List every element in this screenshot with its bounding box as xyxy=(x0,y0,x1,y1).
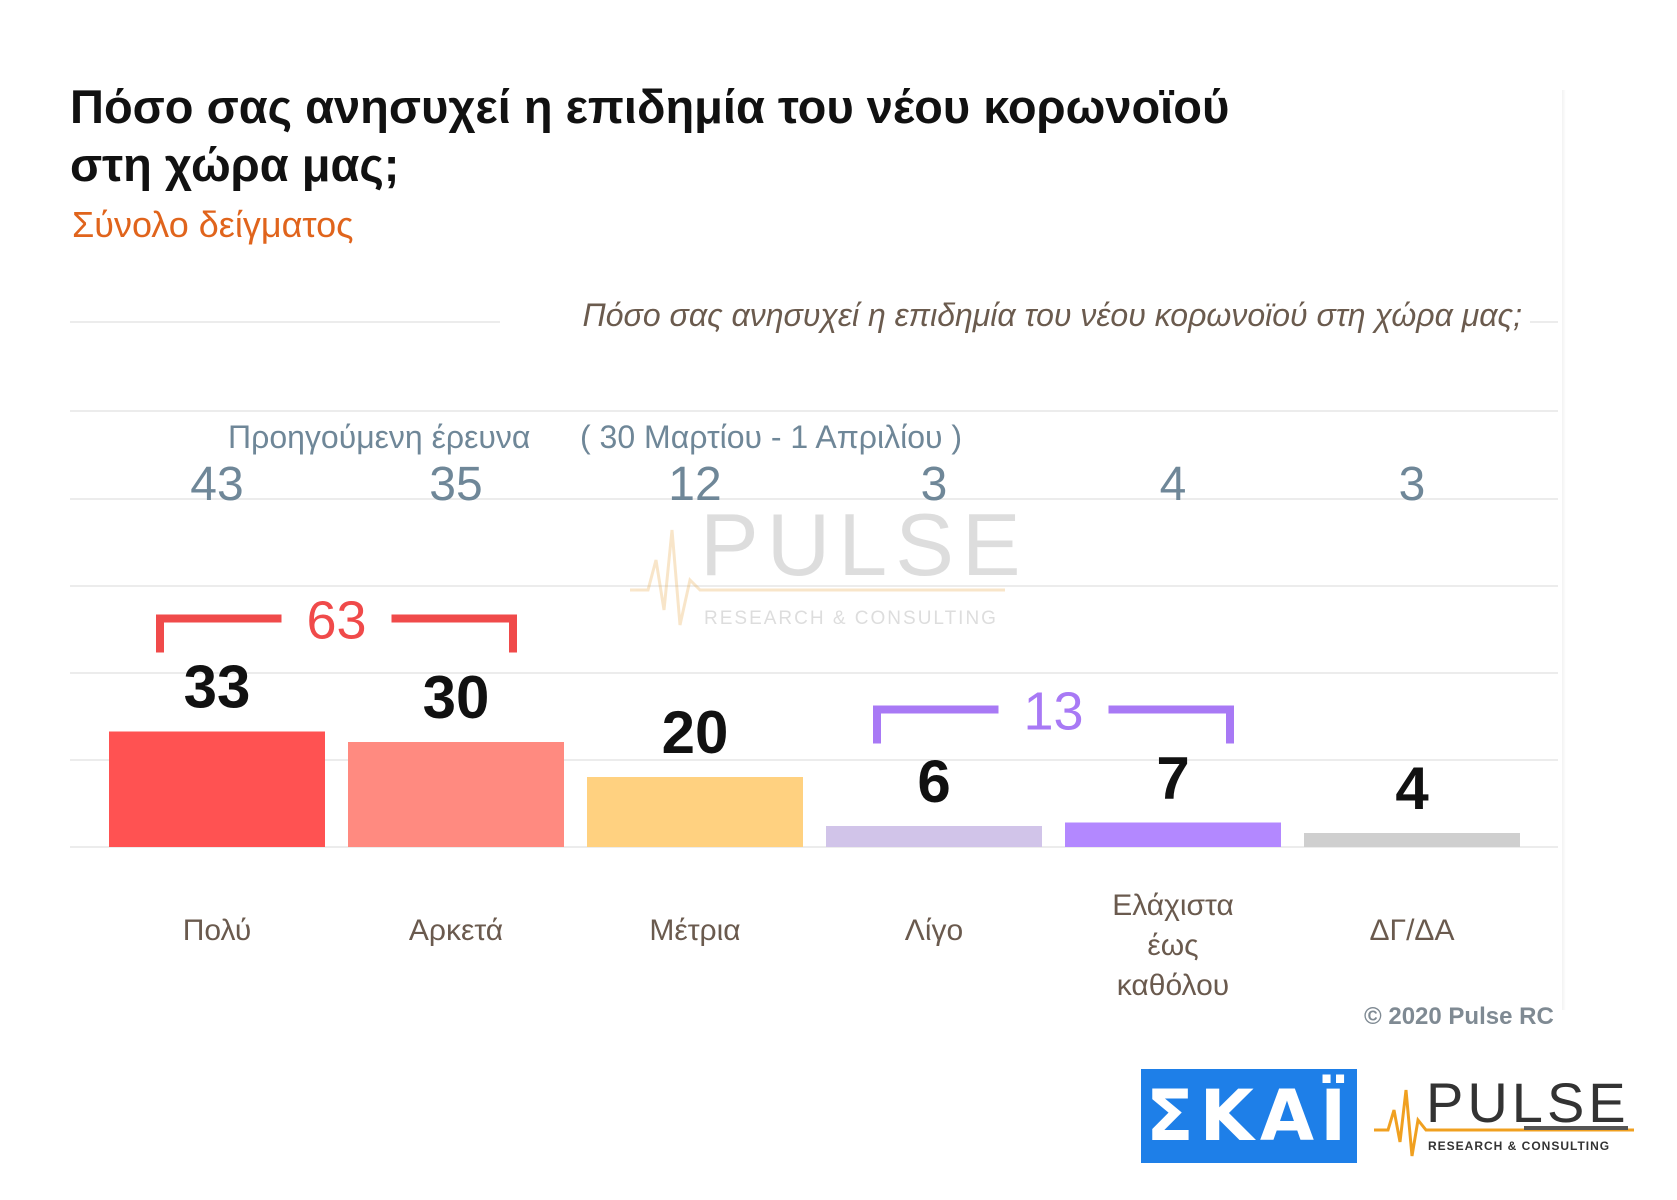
previous-survey-label: Προηγούμενη έρευνα xyxy=(228,419,530,455)
question-label-backdrop xyxy=(500,296,1530,336)
previous-value-label: 3 xyxy=(921,458,948,511)
watermark-wave-icon xyxy=(630,529,1005,626)
panel-edge xyxy=(1562,90,1566,1010)
category-label: Λίγο xyxy=(905,914,963,947)
bar xyxy=(348,742,564,847)
previous-value-label: 43 xyxy=(190,458,243,511)
group-bracket-right xyxy=(1108,705,1234,744)
group-bracket-right xyxy=(391,614,517,653)
chart-title: Πόσο σας ανησυχεί η επιδημία του νέου κο… xyxy=(70,80,1230,191)
bar-value-label: 7 xyxy=(1156,745,1189,812)
category-label: ΔΓ/ΔΑ xyxy=(1370,914,1455,947)
bar xyxy=(826,826,1042,847)
watermark-tagline: RESEARCH & CONSULTING xyxy=(704,608,998,629)
chart-question-label: Πόσο σας ανησυχεί η επιδημία του νέου κο… xyxy=(583,297,1522,333)
category-label: Αρκετά xyxy=(409,914,503,947)
bar xyxy=(587,777,803,847)
previous-value-label: 4 xyxy=(1160,458,1187,511)
category-label-line: Ελάχιστα xyxy=(1112,889,1234,922)
category-label-line: καθόλου xyxy=(1117,969,1229,1002)
bar xyxy=(1304,833,1520,847)
skai-logo: ΣΚΑΪ xyxy=(1141,1069,1357,1163)
previous-survey-dates: ( 30 Μαρτίου - 1 Απριλίου ) xyxy=(580,419,962,455)
group-total-label: 63 xyxy=(306,591,366,651)
bar xyxy=(109,731,325,847)
bar-value-label: 33 xyxy=(184,654,251,721)
pulse-logo-bar xyxy=(1524,1126,1628,1130)
chart-subtitle: Σύνολο δείγματος xyxy=(72,204,354,245)
bar-value-label: 6 xyxy=(917,748,950,815)
watermark-name: PULSE xyxy=(700,495,1029,594)
pulse-logo-name: PULSE xyxy=(1426,1071,1630,1134)
previous-value-label: 3 xyxy=(1399,458,1426,511)
category-label: Μέτρια xyxy=(649,914,740,947)
pulse-watermark: PULSE RESEARCH & CONSULTING xyxy=(630,495,1029,629)
category-label-line: έως xyxy=(1147,929,1198,962)
group-bracket-left xyxy=(156,614,282,653)
pulse-logo-wave-icon xyxy=(1374,1089,1634,1157)
copyright-text: © 2020 Pulse RC xyxy=(1364,1003,1554,1030)
category-label: Πολύ xyxy=(183,914,251,947)
bar-value-label: 4 xyxy=(1395,755,1429,822)
bar xyxy=(1065,822,1281,847)
pulse-logo: PULSE RESEARCH & CONSULTING xyxy=(1374,1071,1634,1157)
previous-value-label: 35 xyxy=(429,458,482,511)
group-total-label: 13 xyxy=(1023,682,1083,742)
bar-value-label: 20 xyxy=(662,699,729,766)
pulse-logo-tagline: RESEARCH & CONSULTING xyxy=(1428,1139,1610,1153)
previous-value-label: 12 xyxy=(668,458,721,511)
group-bracket-left xyxy=(873,705,999,744)
skai-logo-text: ΣΚΑΪ xyxy=(1145,1075,1353,1157)
bar-value-label: 30 xyxy=(423,664,490,731)
